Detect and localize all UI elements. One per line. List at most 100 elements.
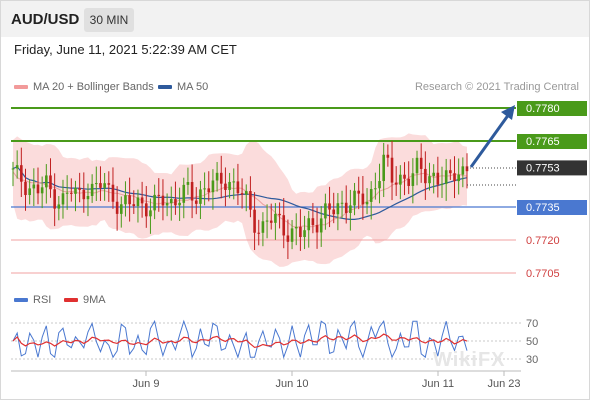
- candle-body: [311, 218, 315, 226]
- level-label: 0.7705: [526, 268, 560, 280]
- candle-body: [119, 204, 123, 214]
- candle-body: [419, 157, 423, 169]
- ma9-swatch: [64, 298, 78, 303]
- candle-body: [294, 226, 298, 229]
- candle-body: [11, 168, 15, 170]
- candle-body: [203, 188, 206, 190]
- ma50-line: [12, 166, 468, 220]
- forecast-arrow: [469, 113, 511, 168]
- candle-body: [178, 202, 181, 206]
- candle-body: [169, 199, 173, 204]
- candle-body: [182, 184, 186, 203]
- rsi-panel: 70 50 30: [11, 318, 538, 366]
- candle-body: [349, 205, 352, 213]
- x-tick-label: Jun 10: [275, 378, 308, 390]
- candle-body: [49, 175, 52, 190]
- candle-body: [144, 203, 148, 217]
- candle-body: [136, 197, 140, 207]
- level-label-box: [517, 134, 587, 149]
- candle-body: [286, 235, 290, 242]
- rsi-line: [12, 319, 468, 359]
- top-bar: AUD/USD 30 MIN: [1, 1, 589, 37]
- candle-body: [428, 176, 431, 184]
- candle-body: [78, 188, 81, 190]
- candle-body: [99, 183, 102, 188]
- candle-body: [95, 183, 98, 185]
- candle-body: [461, 166, 465, 175]
- legend-bollinger-label: MA 20 + Bollinger Bands: [33, 81, 154, 93]
- candle-body: [40, 187, 44, 194]
- candle-body: [449, 170, 452, 174]
- candle-body: [65, 192, 69, 194]
- candle-body: [90, 183, 94, 197]
- legend-ma50: MA 50: [158, 81, 208, 93]
- candle-body: [365, 201, 369, 205]
- x-tick-label: Jun 23: [487, 378, 520, 390]
- candle-body: [215, 172, 219, 181]
- candle-body: [278, 213, 281, 216]
- candle-body: [165, 203, 169, 206]
- candle-body: [307, 218, 311, 231]
- watermark: WikiFX: [433, 349, 506, 371]
- rsi-tick-label: 70: [526, 318, 538, 330]
- candle-body: [240, 193, 244, 195]
- candle-body: [124, 195, 127, 205]
- candle-body: [382, 154, 385, 182]
- candle-body: [45, 175, 48, 188]
- x-tick-label: Jun 9: [133, 378, 160, 390]
- candle-body: [36, 184, 40, 194]
- candle-body: [228, 181, 231, 190]
- candle-body: [424, 168, 427, 184]
- timestamp: Friday, June 11, 2021 5:22:39 AM CET: [14, 42, 237, 57]
- candle-body: [20, 165, 23, 182]
- candle-body: [324, 203, 327, 219]
- candle-body: [257, 232, 261, 234]
- candle-body: [465, 166, 469, 172]
- rsi-tick-label: 50: [526, 336, 538, 348]
- candle-body: [386, 154, 390, 158]
- candle-body: [303, 230, 306, 238]
- bollinger-swatch: [14, 85, 28, 90]
- candle-body: [86, 196, 90, 200]
- candle-body: [457, 174, 460, 182]
- candle-body: [244, 191, 248, 195]
- candle-body: [411, 173, 415, 186]
- candle-body: [378, 181, 381, 189]
- candle-body: [328, 203, 331, 210]
- level-label-box: [517, 101, 587, 116]
- candle-body: [128, 195, 131, 205]
- candle-body: [403, 174, 406, 179]
- legend-9ma: 9MA: [64, 294, 106, 306]
- ma50-swatch: [158, 85, 172, 90]
- level-label: 0.7753: [526, 162, 560, 174]
- candle-body: [394, 182, 398, 185]
- candle-body: [232, 181, 236, 183]
- candle-body: [265, 220, 269, 222]
- candle-body: [70, 192, 73, 194]
- candle-body: [249, 191, 252, 210]
- candle-body: [290, 228, 294, 242]
- candle-body: [190, 182, 194, 201]
- symbol-title: AUD/USD: [11, 11, 80, 28]
- level-label-box: [517, 160, 587, 176]
- candle-body: [15, 165, 19, 169]
- level-label: 0.7780: [526, 103, 560, 115]
- candle-body: [153, 194, 156, 211]
- candle-body: [82, 189, 86, 200]
- x-tick-label: Jun 11: [422, 378, 454, 390]
- candle-body: [399, 174, 402, 185]
- candle-body: [274, 213, 277, 223]
- candle-body: [374, 188, 377, 190]
- legend-9ma-label: 9MA: [83, 294, 106, 306]
- candle-body: [149, 210, 152, 217]
- candle-body: [415, 157, 419, 174]
- candle-body: [28, 188, 31, 196]
- interval-button[interactable]: 30 MIN: [84, 8, 134, 32]
- candle-body: [353, 190, 356, 206]
- candle-body: [61, 193, 65, 205]
- candle-body: [299, 226, 302, 238]
- rsi-swatch: [14, 298, 28, 303]
- candle-body: [207, 188, 211, 193]
